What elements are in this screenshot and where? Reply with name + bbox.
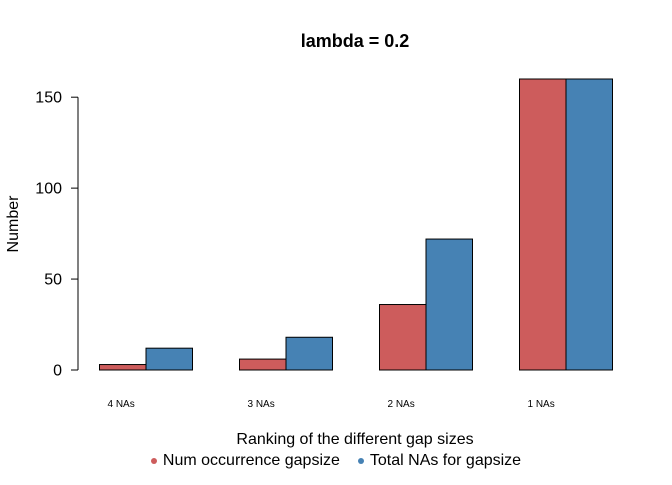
bar-occurrence [99, 364, 147, 371]
legend-label-series-2: Total NAs for gapsize [369, 452, 522, 469]
legend-label-series-1: Num occurrence gapsize [162, 452, 340, 469]
chart-title: lambda = 0.2 [301, 31, 410, 51]
legend-marker-series-1 [150, 458, 157, 464]
bar-occurrence [239, 358, 287, 371]
x-tick-label: 1 NAs [528, 399, 555, 410]
bar-total-nas [425, 238, 473, 371]
y-tick-label: 100 [35, 181, 62, 198]
bar-total-nas [565, 78, 613, 371]
y-tick-label: 150 [35, 90, 62, 107]
x-tick-label: 2 NAs [388, 399, 415, 410]
legend: Num occurrence gapsize Total NAs for gap… [0, 452, 672, 470]
legend-marker-series-2 [357, 458, 364, 464]
y-axis: 0 50 100 150 [35, 90, 79, 380]
bar-total-nas [145, 347, 193, 371]
x-tick-label: 4 NAs [108, 399, 135, 410]
x-axis-label: Ranking of the different gap sizes [236, 431, 473, 448]
y-tick-label: 0 [53, 363, 62, 380]
y-tick-label: 50 [44, 272, 62, 289]
x-tick-label: 3 NAs [248, 399, 275, 410]
bars-group [99, 78, 613, 371]
bar-total-nas [285, 336, 333, 371]
x-tick-labels: 4 NAs 3 NAs 2 NAs 1 NAs [108, 399, 555, 410]
bar-occurrence [379, 304, 427, 371]
y-axis-label: Number [5, 195, 22, 253]
legend-item-series-1: Num occurrence gapsize [150, 452, 340, 470]
legend-item-series-2: Total NAs for gapsize [357, 452, 522, 470]
bar-occurrence [519, 78, 567, 371]
